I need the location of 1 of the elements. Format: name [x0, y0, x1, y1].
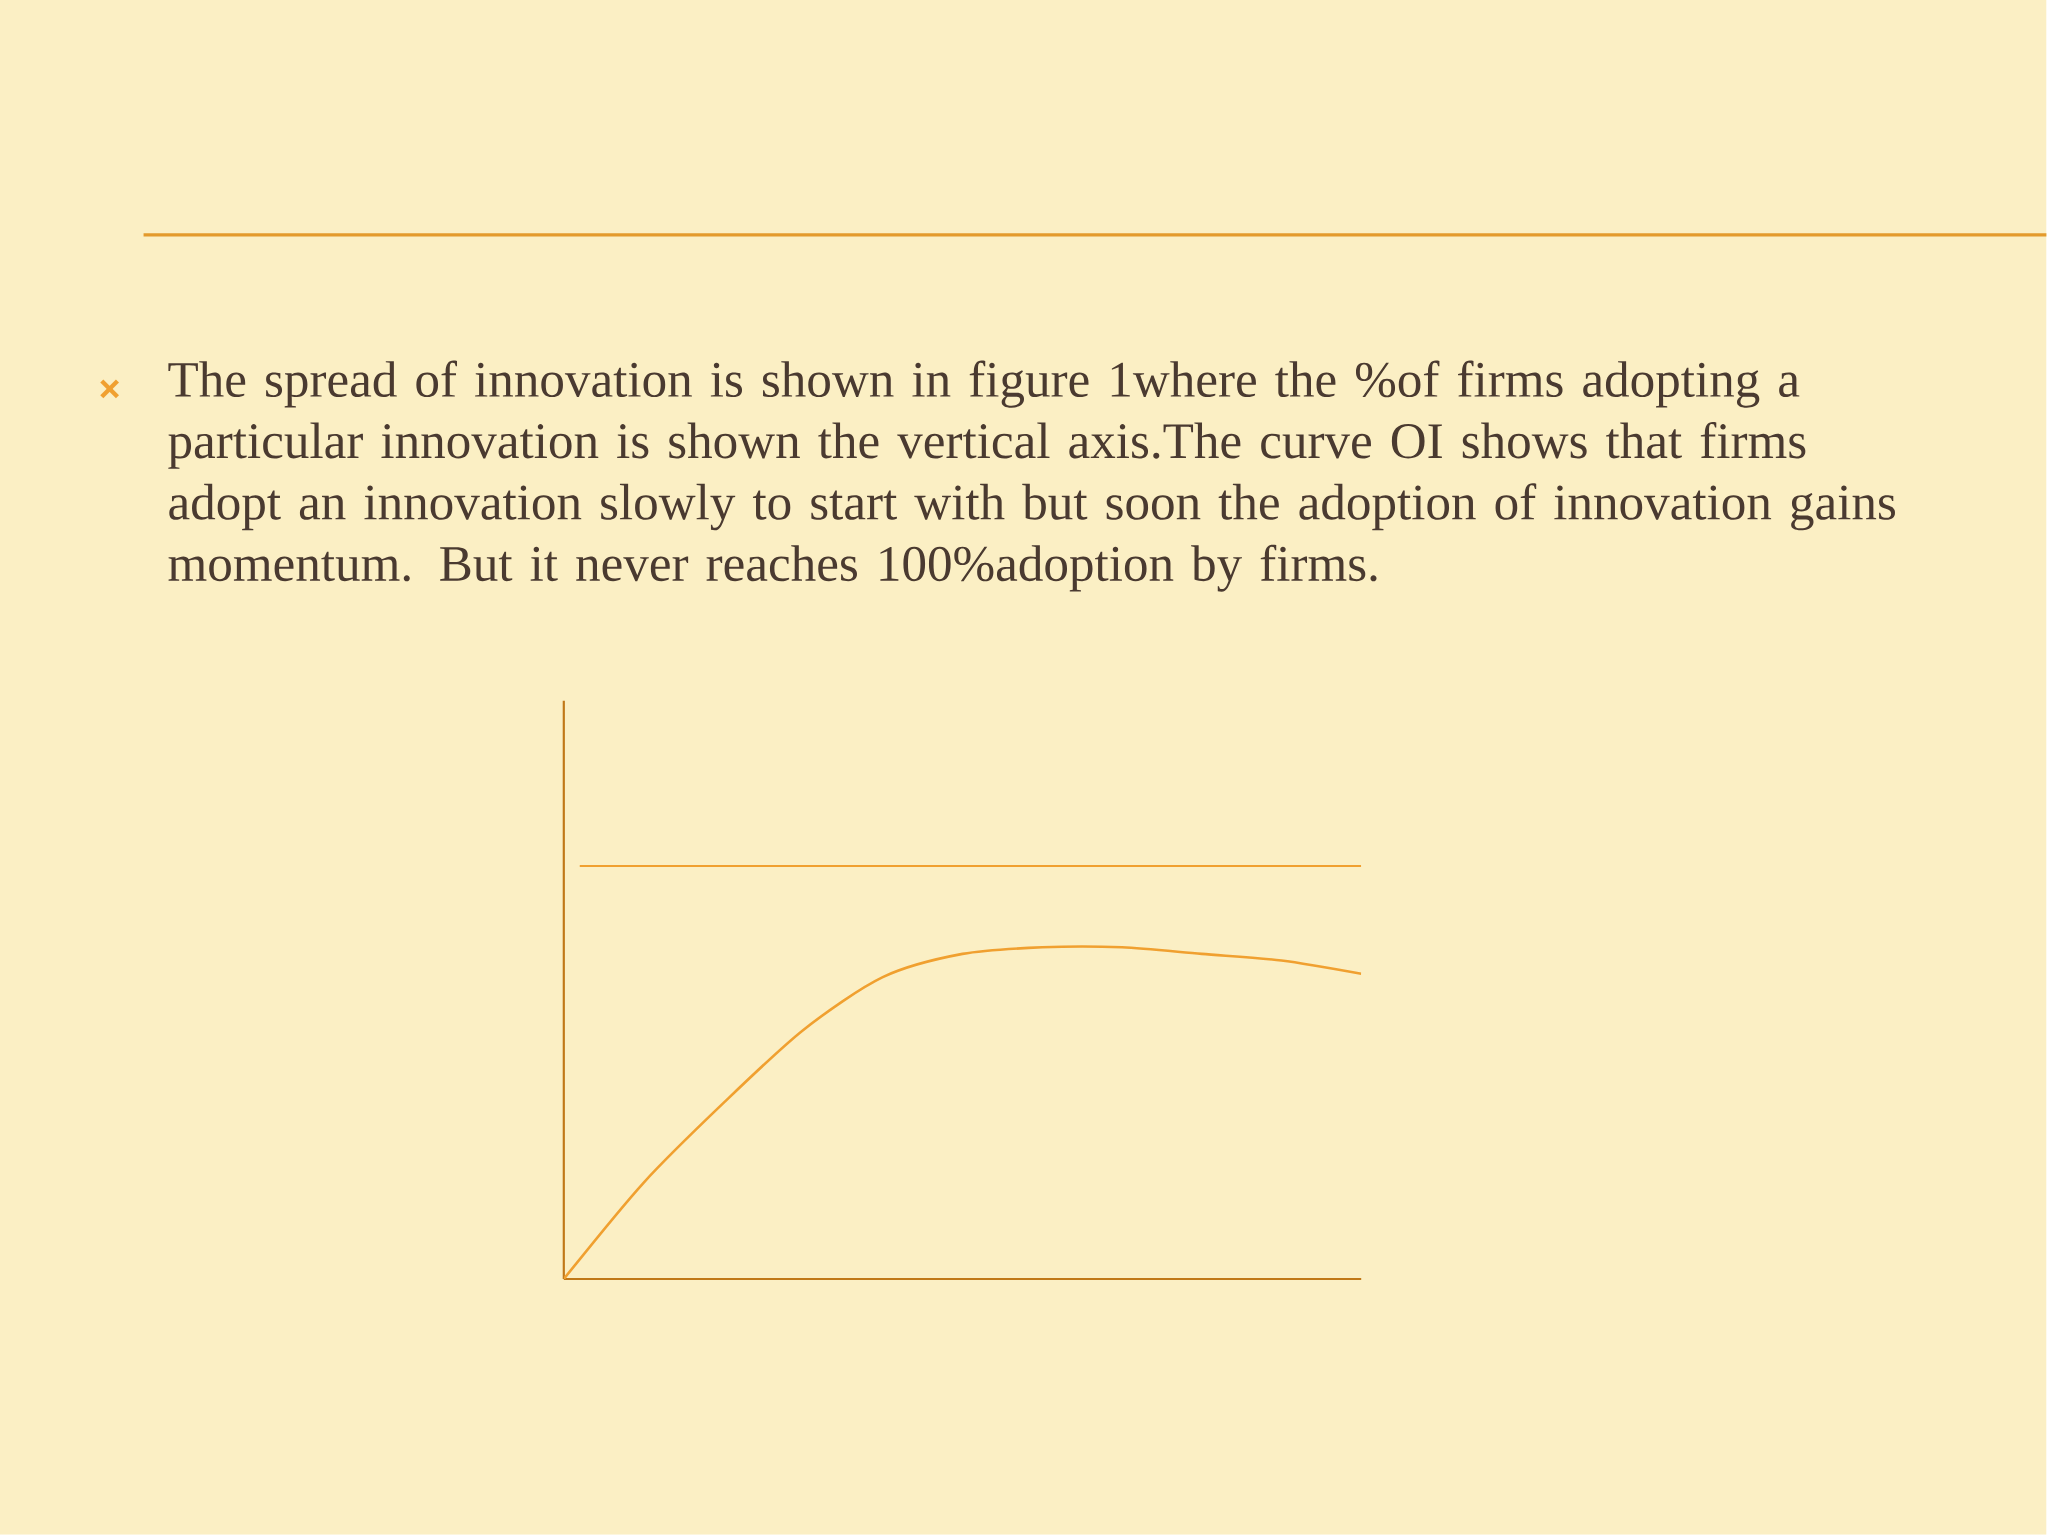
chart-title: The spread of innovation is shown in figure 1where the %of firms adopting a particular innovation is shown the vertical axis.The curve OI shows that firms adopt an innovation slowly to start with but soon the adoption of innovation gains momentum. But it never reaches 100%adoption by firms.	[168, 360, 1895, 592]
